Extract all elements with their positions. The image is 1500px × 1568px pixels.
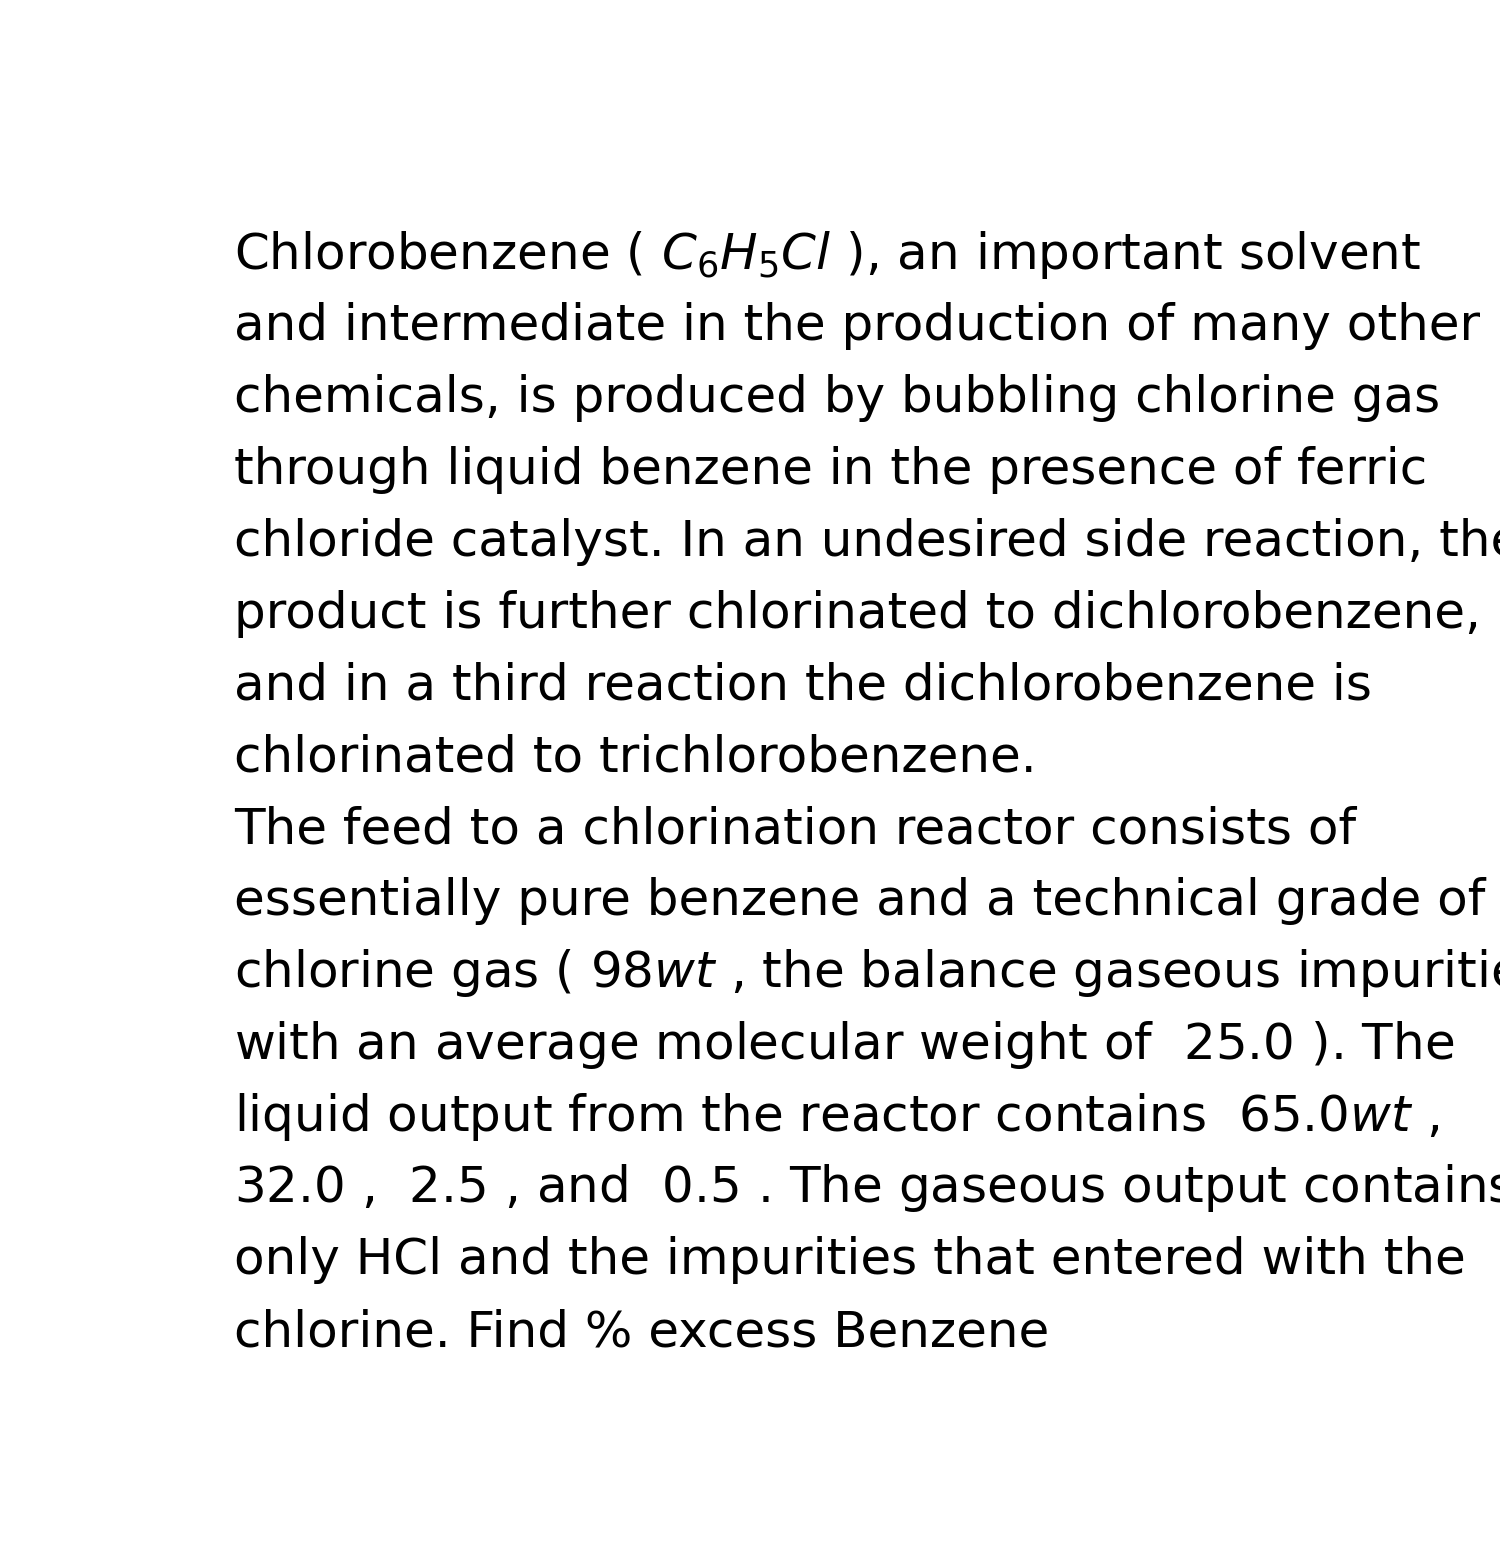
Text: chemicals, is produced by bubbling chlorine gas: chemicals, is produced by bubbling chlor…: [234, 375, 1440, 422]
Text: liquid output from the reactor contains  $\mathit{65.0wt}$ ,: liquid output from the reactor contains …: [234, 1091, 1438, 1143]
Text: only HCl and the impurities that entered with the: only HCl and the impurities that entered…: [234, 1236, 1466, 1284]
Text: chlorine. Find % excess Benzene: chlorine. Find % excess Benzene: [234, 1308, 1050, 1356]
Text: chlorine gas ( $\mathit{98wt}$ , the balance gaseous impurities: chlorine gas ( $\mathit{98wt}$ , the bal…: [234, 947, 1500, 999]
Text: chlorinated to trichlorobenzene.: chlorinated to trichlorobenzene.: [234, 734, 1036, 781]
Text: chloride catalyst. In an undesired side reaction, the: chloride catalyst. In an undesired side …: [234, 517, 1500, 566]
Text: and intermediate in the production of many other: and intermediate in the production of ma…: [234, 303, 1480, 350]
Text: product is further chlorinated to dichlorobenzene,: product is further chlorinated to dichlo…: [234, 590, 1480, 638]
Text: through liquid benzene in the presence of ferric: through liquid benzene in the presence o…: [234, 445, 1428, 494]
Text: Chlorobenzene ( $\mathit{C_6H_5Cl}$ ), an important solvent: Chlorobenzene ( $\mathit{C_6H_5Cl}$ ), a…: [234, 229, 1420, 281]
Text: and in a third reaction the dichlorobenzene is: and in a third reaction the dichlorobenz…: [234, 662, 1372, 710]
Text: The feed to a chlorination reactor consists of: The feed to a chlorination reactor consi…: [234, 806, 1356, 853]
Text: essentially pure benzene and a technical grade of: essentially pure benzene and a technical…: [234, 877, 1485, 925]
Text: $\mathit{32.0}$ ,  $\mathit{2.5}$ , and  $\mathit{0.5}$ . The gaseous output con: $\mathit{32.0}$ , $\mathit{2.5}$ , and $…: [234, 1162, 1500, 1215]
Text: with an average molecular weight of  $\mathit{25.0}$ ). The: with an average molecular weight of $\ma…: [234, 1019, 1454, 1071]
